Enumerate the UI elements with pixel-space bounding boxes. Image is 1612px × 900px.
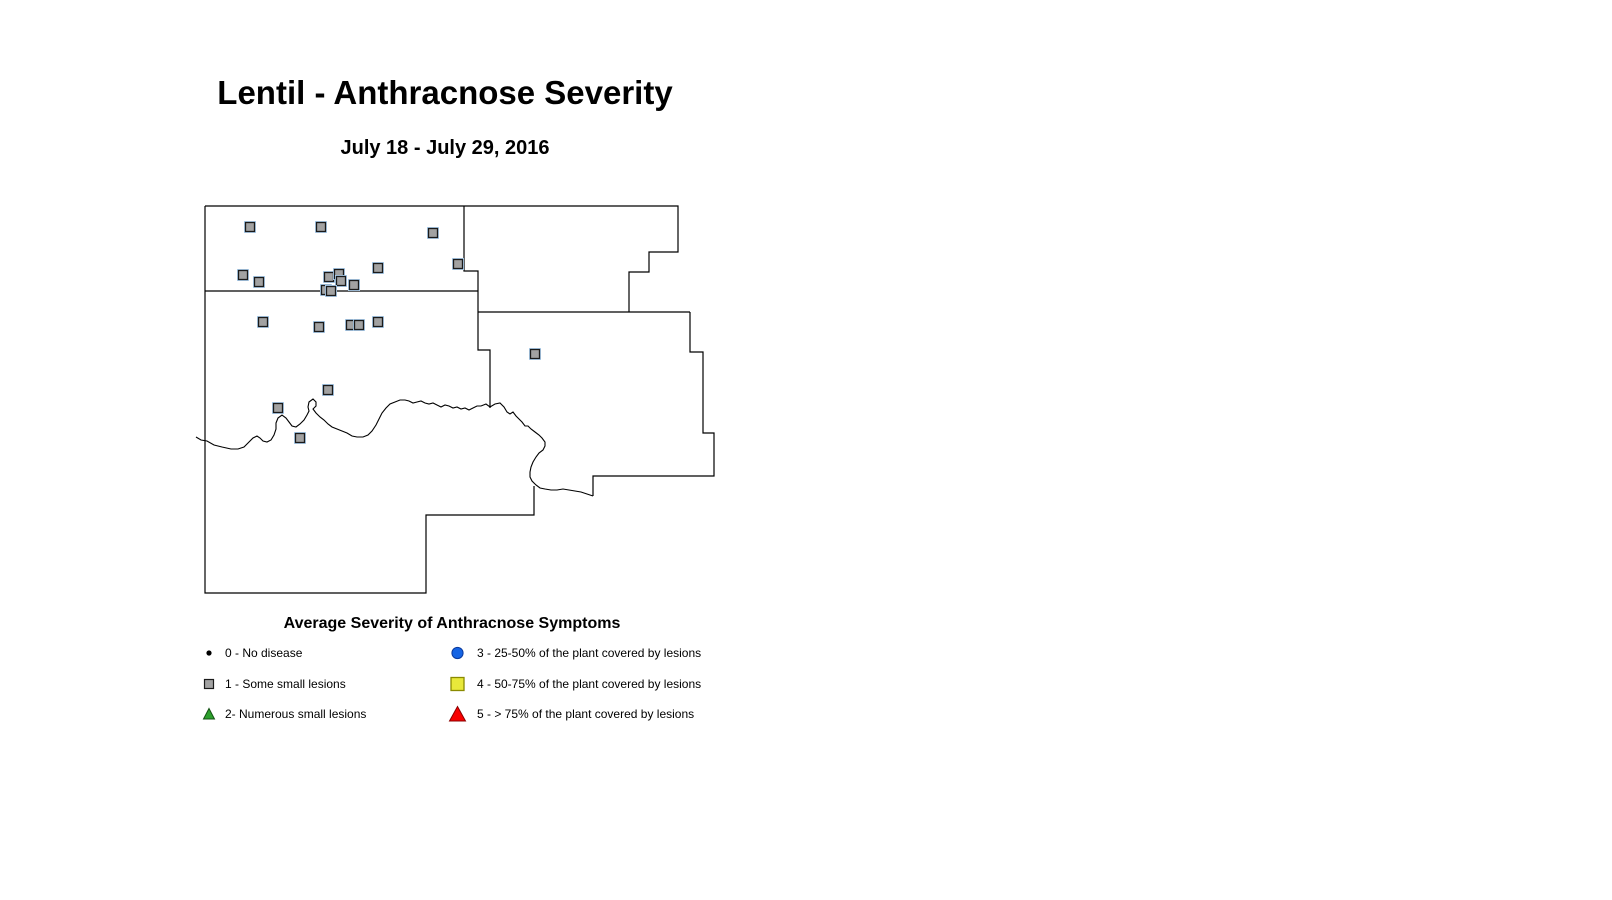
severity-1-marker <box>427 227 439 239</box>
severity-1-marker <box>452 258 464 270</box>
legend-item-severity-1: 1 - Some small lesions <box>199 675 346 693</box>
gray-square-icon <box>199 676 221 692</box>
severity-1-marker <box>272 402 284 414</box>
legend-item-severity-5: 5 - > 75% of the plant covered by lesion… <box>445 705 694 723</box>
map-boundaries <box>195 205 715 594</box>
yellow-square-icon <box>445 675 470 693</box>
severity-1-marker <box>313 321 325 333</box>
severity-1-marker <box>372 316 384 328</box>
legend-label: 2- Numerous small lesions <box>225 707 367 721</box>
severity-1-marker <box>237 269 249 281</box>
severity-1-marker <box>253 276 265 288</box>
severity-1-marker <box>294 432 306 444</box>
severity-1-marker <box>529 348 541 360</box>
boundary-west-and-south <box>204 206 535 594</box>
severity-1-marker <box>244 221 256 233</box>
black-dot-icon <box>199 645 221 661</box>
legend-label: 0 - No disease <box>225 646 303 660</box>
severity-1-marker <box>372 262 384 274</box>
boundary-top-and-ne-stair <box>205 205 679 312</box>
legend-item-severity-2: 2- Numerous small lesions <box>199 705 366 723</box>
page-subtitle: July 18 - July 29, 2016 <box>340 137 550 159</box>
legend-title: Average Severity of Anthracnose Symptoms <box>283 615 621 632</box>
legend-item-severity-0: 0 - No disease <box>199 644 302 662</box>
legend-label: 5 - > 75% of the plant covered by lesion… <box>477 707 695 721</box>
severity-1-marker <box>315 221 327 233</box>
boundary-east-steps <box>592 312 715 496</box>
page-title: Lentil - Anthracnose Severity <box>217 74 673 111</box>
severity-1-marker <box>335 275 347 287</box>
severity-1-marker <box>257 316 269 328</box>
severity-1-marker <box>323 271 335 283</box>
blue-circle-icon <box>445 644 470 662</box>
legend-label: 3 - 25-50% of the plant covered by lesio… <box>477 646 702 660</box>
severity-1-marker <box>353 319 365 331</box>
legend-item-severity-3: 3 - 25-50% of the plant covered by lesio… <box>445 644 701 662</box>
legend-label: 1 - Some small lesions <box>225 677 346 691</box>
river-boundary <box>195 398 594 497</box>
legend-label: 4 - 50-75% of the plant covered by lesio… <box>477 677 702 691</box>
boundary-center-vertical <box>463 206 491 408</box>
severity-1-marker <box>322 384 334 396</box>
map-markers <box>237 221 541 444</box>
severity-1-marker <box>325 285 337 297</box>
legend-item-severity-4: 4 - 50-75% of the plant covered by lesio… <box>445 675 701 693</box>
red-triangle-icon <box>445 705 470 723</box>
severity-1-marker <box>348 279 360 291</box>
green-triangle-icon <box>199 706 221 722</box>
